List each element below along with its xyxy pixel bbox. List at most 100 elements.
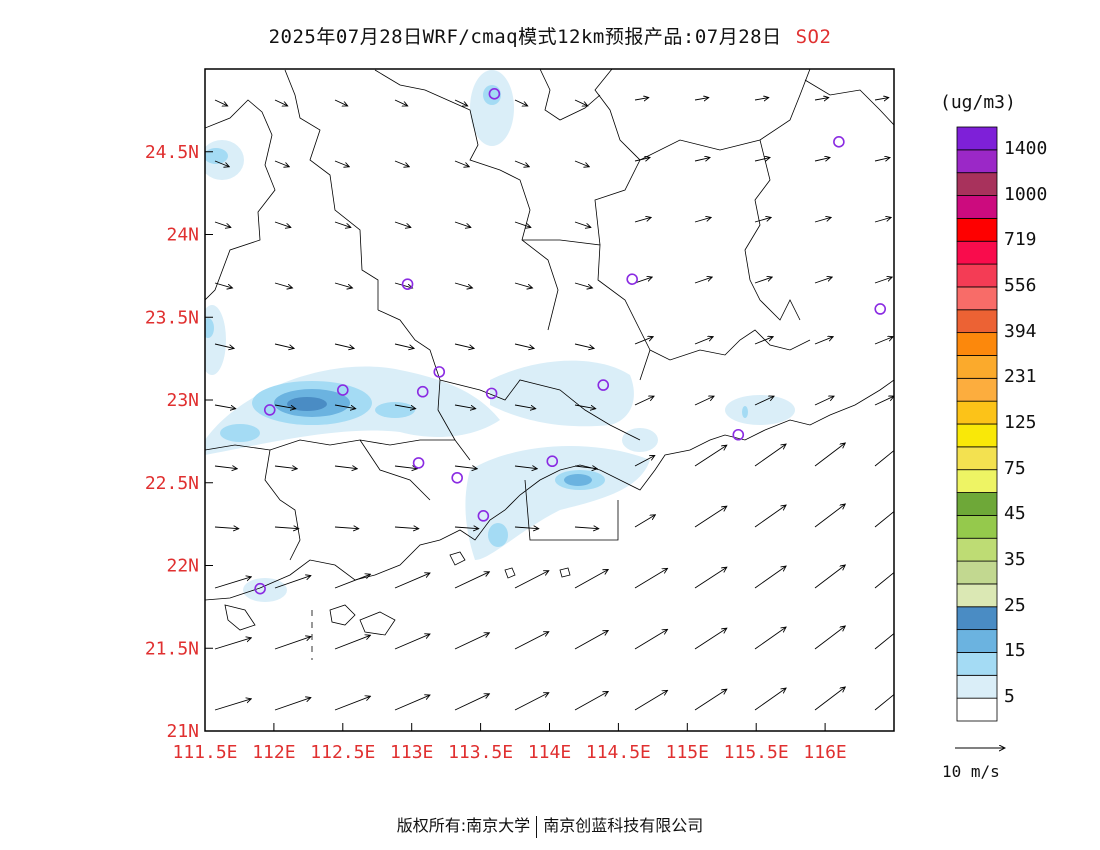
station-marker — [433, 366, 446, 378]
wind-arrow — [514, 466, 537, 469]
wind-arrow — [574, 569, 608, 589]
wind-arrow — [694, 628, 727, 650]
wind-arrow — [694, 445, 727, 467]
colorbar-swatch — [956, 263, 998, 288]
wind-arrow — [394, 99, 408, 106]
wind-arrow — [214, 577, 251, 589]
wind-arrow — [574, 99, 588, 106]
wind-arrow — [814, 626, 845, 650]
station-marker — [833, 136, 845, 148]
colorbar-swatch — [956, 674, 998, 699]
wind-arrow — [454, 99, 468, 106]
wind-arrow — [214, 160, 229, 167]
wind-arrow — [874, 158, 890, 161]
wind-arrow — [394, 573, 430, 589]
wind-arrow — [274, 221, 291, 227]
station-marker — [485, 387, 498, 400]
colorbar-swatch — [956, 606, 998, 631]
lat-tick-label: 24.5N — [145, 142, 199, 163]
wind-arrow — [694, 396, 714, 406]
wind-arrow — [454, 466, 477, 469]
wind-arrow — [514, 221, 531, 227]
colorbar-swatch — [956, 469, 998, 493]
wind-arrow — [454, 527, 479, 529]
colorbar-swatch — [956, 583, 998, 608]
colorbar-swatch — [956, 446, 998, 471]
colorbar-label: 15 — [1004, 640, 1026, 662]
wind-arrow — [334, 404, 356, 409]
wind-arrow — [874, 510, 894, 528]
wind-arrow — [454, 160, 469, 167]
monitoring-stations — [254, 88, 887, 595]
wind-arrow — [514, 571, 549, 589]
station-marker — [597, 379, 610, 391]
colorbar-label: 35 — [1004, 549, 1026, 571]
wind-arrow — [814, 396, 834, 406]
wind-arrow — [814, 217, 831, 223]
wind-arrow — [274, 466, 297, 469]
lon-tick-label: 115.5E — [724, 742, 789, 763]
wind-arrow — [574, 160, 589, 167]
colorbar-label: 556 — [1004, 274, 1037, 296]
wind-arrow — [514, 99, 528, 106]
station-marker — [401, 278, 414, 290]
wind-arrow — [634, 158, 650, 161]
wind-arrow — [874, 217, 891, 223]
wind-arrow — [454, 404, 476, 409]
wind-arrow — [214, 699, 251, 711]
lat-tick-label: 23N — [166, 390, 199, 411]
wind-arrow — [814, 504, 845, 528]
lon-tick-label: 114.5E — [586, 742, 651, 763]
wind-arrow — [874, 632, 894, 650]
wind-arrow — [754, 337, 773, 345]
colorbar-swatch — [956, 400, 998, 425]
colorbar-swatch — [956, 172, 998, 196]
wind-arrow — [454, 694, 489, 711]
wind-arrow — [694, 689, 727, 711]
wind-arrow — [214, 466, 237, 469]
wind-arrow — [334, 160, 349, 167]
wind-arrow — [394, 221, 411, 227]
wind-arrow — [514, 343, 534, 348]
colorbar-swatch — [956, 492, 998, 516]
wind-arrow — [274, 576, 311, 589]
colorbar-label: 45 — [1004, 503, 1026, 525]
wind-arrow — [394, 527, 419, 529]
lon-tick-label: 116E — [803, 742, 846, 763]
wind-arrow — [334, 574, 370, 589]
wind-arrow — [634, 98, 649, 100]
wind-arrow — [214, 343, 234, 348]
wind-arrow — [394, 343, 414, 348]
concentration-layer — [205, 70, 795, 602]
wind-arrow — [814, 98, 829, 100]
colorbar-label: 719 — [1004, 229, 1037, 251]
station-marker — [874, 303, 887, 315]
colorbar-label: 75 — [1004, 457, 1026, 479]
lat-tick-label: 21.5N — [145, 638, 199, 659]
wind-arrow — [334, 635, 370, 650]
wind-arrow — [274, 637, 311, 650]
wind-arrow — [574, 221, 591, 227]
wind-arrow — [694, 217, 711, 223]
wind-arrow — [454, 221, 471, 227]
wind-arrow — [214, 638, 251, 650]
colorbar-swatch — [956, 377, 998, 402]
wind-arrow — [214, 221, 231, 227]
wind-arrow — [334, 466, 357, 469]
wind-arrow — [694, 567, 727, 589]
colorbar-swatch — [956, 560, 998, 585]
wind-reference-label: 10 m/s — [942, 762, 1000, 781]
wind-arrow — [754, 505, 786, 528]
lon-tick-label: 113E — [390, 742, 433, 763]
station-marker — [412, 457, 425, 469]
wind-arrow — [274, 343, 294, 348]
wind-arrow — [334, 99, 348, 106]
colorbar-swatch — [956, 240, 998, 265]
colorbar-swatch — [956, 309, 998, 334]
wind-arrow — [454, 343, 474, 348]
station-marker — [732, 428, 745, 441]
wind-arrow — [334, 221, 351, 227]
station-marker — [416, 385, 429, 398]
wind-vectors — [214, 98, 894, 711]
colorbar-swatch — [956, 332, 998, 356]
